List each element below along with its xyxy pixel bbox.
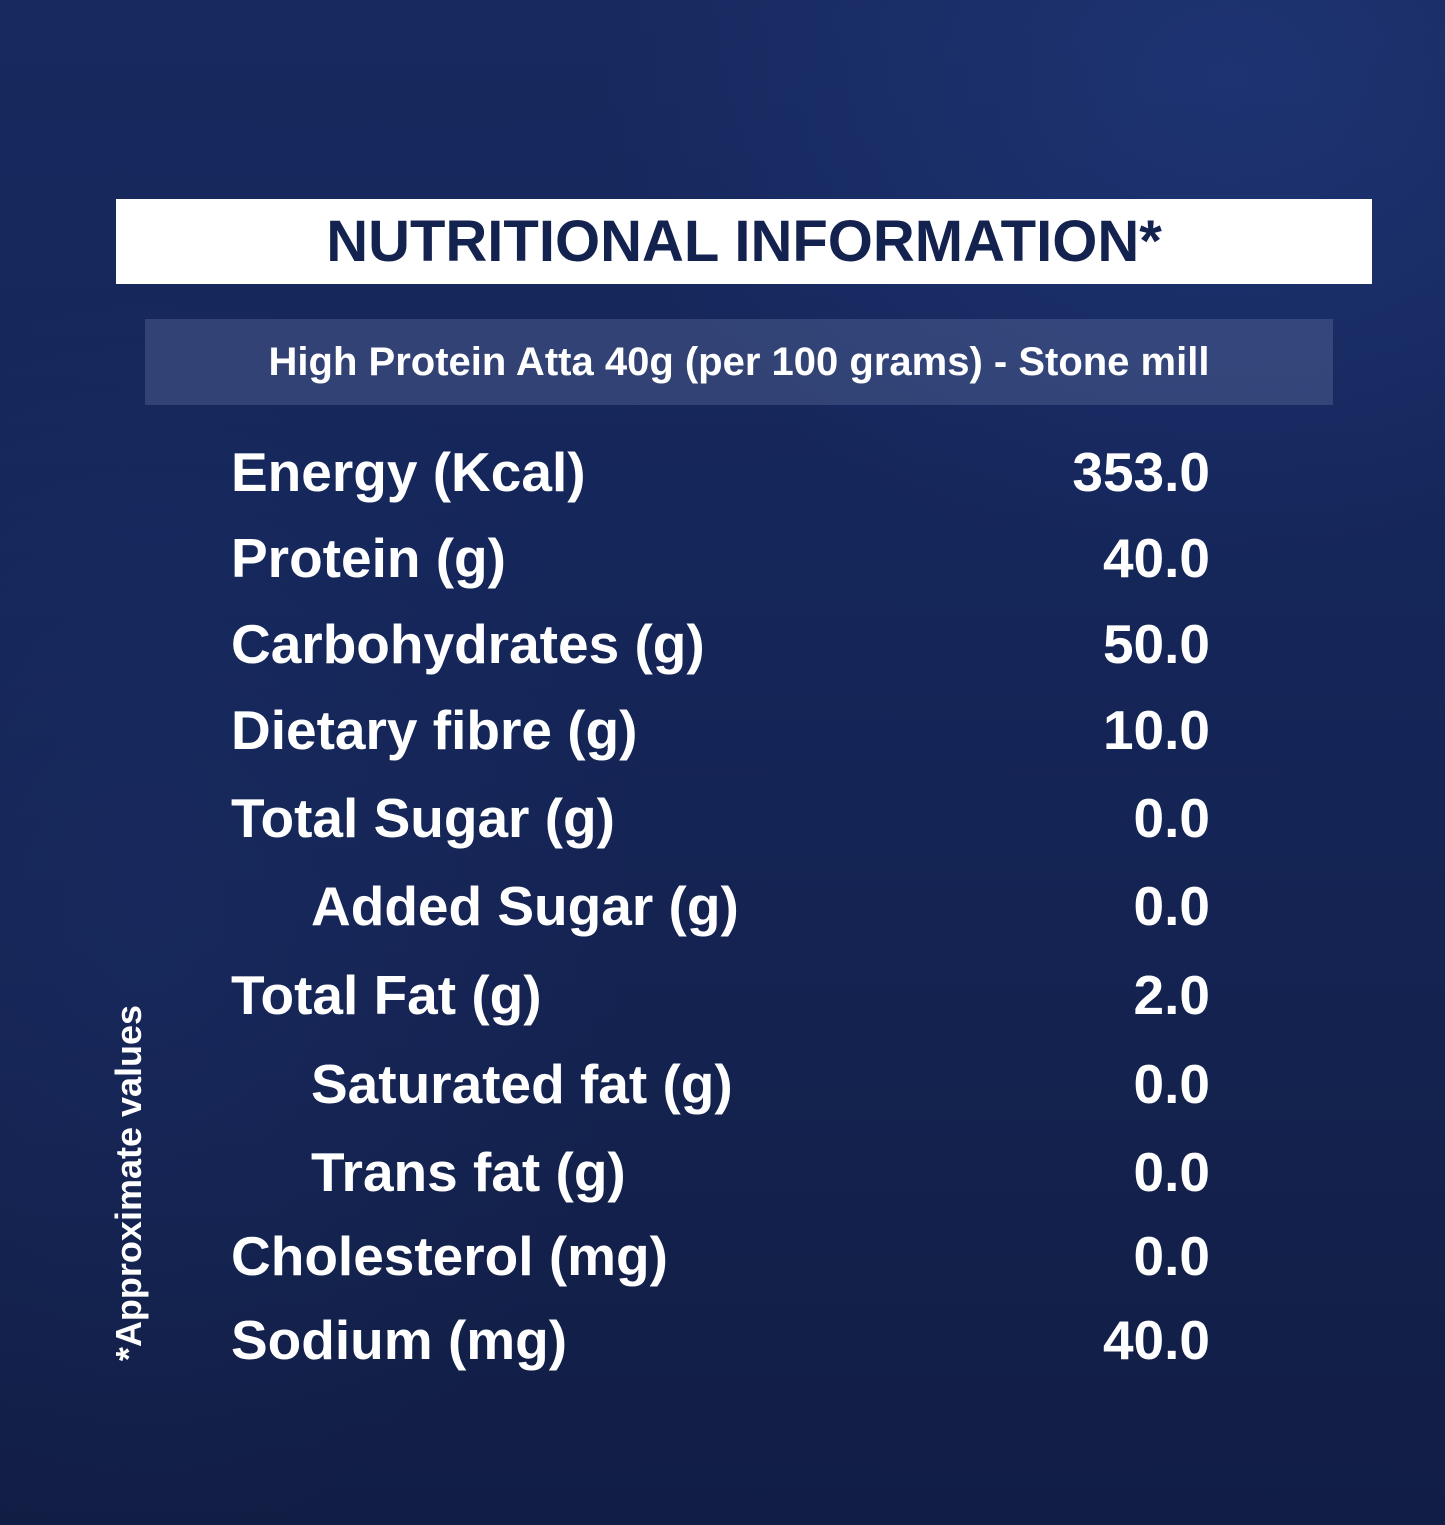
page-title: NUTRITIONAL INFORMATION* bbox=[326, 208, 1162, 274]
nutrient-row-total-fat: Total Fat (g) 2.0 bbox=[231, 960, 1210, 1030]
nutrient-value: 2.0 bbox=[1133, 963, 1210, 1026]
product-subtitle: High Protein Atta 40g (per 100 grams) - … bbox=[268, 340, 1210, 384]
nutrient-label: Carbohydrates (g) bbox=[231, 612, 705, 675]
nutrient-label: Total Sugar (g) bbox=[231, 786, 615, 849]
nutrient-value: 40.0 bbox=[1102, 526, 1210, 589]
nutrient-label: Dietary fibre (g) bbox=[231, 698, 638, 761]
approximate-values-note: *Approximate values bbox=[108, 1004, 149, 1362]
nutrient-label: Trans fat (g) bbox=[311, 1140, 626, 1203]
nutrient-label: Protein (g) bbox=[231, 526, 506, 589]
nutrient-row-added-sugar: Added Sugar (g) 0.0 bbox=[231, 871, 1210, 941]
nutrient-value: 0.0 bbox=[1133, 786, 1210, 849]
nutrient-row-sodium: Sodium (mg) 40.0 bbox=[231, 1305, 1210, 1375]
nutrient-value: 0.0 bbox=[1133, 1140, 1210, 1203]
nutrient-value: 50.0 bbox=[1102, 612, 1210, 675]
nutrient-label: Added Sugar (g) bbox=[311, 874, 739, 937]
nutrient-row-trans-fat: Trans fat (g) 0.0 bbox=[231, 1137, 1210, 1207]
nutrient-value: 10.0 bbox=[1102, 698, 1210, 761]
nutrient-row-protein: Protein (g) 40.0 bbox=[231, 523, 1210, 593]
nutrient-label: Energy (Kcal) bbox=[231, 440, 586, 503]
nutrient-row-carbohydrates: Carbohydrates (g) 50.0 bbox=[231, 609, 1210, 679]
nutrient-row-saturated-fat: Saturated fat (g) 0.0 bbox=[231, 1049, 1210, 1119]
nutrient-value: 0.0 bbox=[1133, 1224, 1210, 1287]
nutrient-label: Sodium (mg) bbox=[231, 1308, 568, 1371]
nutrient-value: 40.0 bbox=[1102, 1308, 1210, 1371]
nutrient-row-dietary-fibre: Dietary fibre (g) 10.0 bbox=[231, 695, 1210, 765]
nutrient-row-cholesterol: Cholesterol (mg) 0.0 bbox=[231, 1221, 1210, 1291]
subtitle-banner: High Protein Atta 40g (per 100 grams) - … bbox=[145, 319, 1333, 405]
nutrient-value: 353.0 bbox=[1072, 440, 1210, 503]
title-banner: NUTRITIONAL INFORMATION* bbox=[116, 199, 1372, 284]
nutrient-value: 0.0 bbox=[1133, 1052, 1210, 1115]
nutrient-label: Saturated fat (g) bbox=[311, 1052, 733, 1115]
nutrient-value: 0.0 bbox=[1133, 874, 1210, 937]
nutrient-label: Cholesterol (mg) bbox=[231, 1224, 668, 1287]
nutrient-row-total-sugar: Total Sugar (g) 0.0 bbox=[231, 783, 1210, 853]
nutrient-label: Total Fat (g) bbox=[231, 963, 542, 1026]
nutrient-row-energy: Energy (Kcal) 353.0 bbox=[231, 437, 1210, 507]
